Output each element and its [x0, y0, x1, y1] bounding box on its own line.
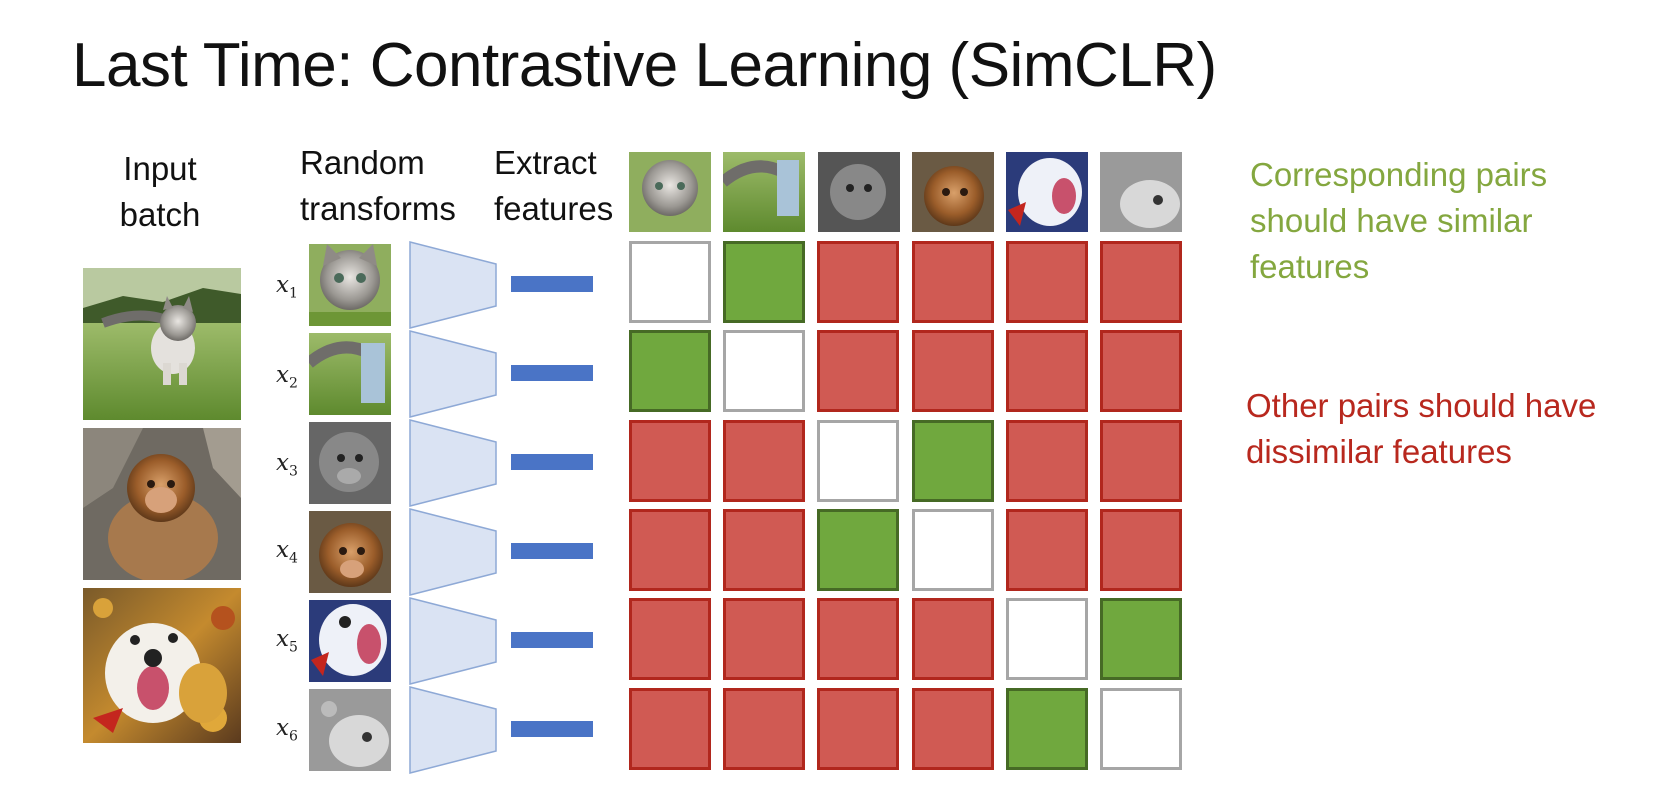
- feature-bar-x2: [511, 365, 593, 381]
- matrix-cell-neg-r6-c1: [629, 688, 711, 770]
- matrix-cell-self-r1-c1: [629, 241, 711, 323]
- row-label-x4: x4: [276, 537, 298, 567]
- matrix-cell-neg-r2-c4: [912, 330, 994, 412]
- matrix-cell-neg-r3-c1: [629, 420, 711, 502]
- matrix-cell-self-r5-c5: [1006, 598, 1088, 680]
- matrix-cell-neg-r3-c6: [1100, 420, 1182, 502]
- crop-x1-cat-face: [309, 244, 391, 326]
- matrix-cell-neg-r2-c6: [1100, 330, 1182, 412]
- positive-pairs-note: Corresponding pairs should have similar …: [1250, 152, 1547, 290]
- positive-note-line2: should have similar: [1250, 202, 1533, 239]
- feature-bar-x4: [511, 543, 593, 559]
- matrix-cell-neg-r2-c5: [1006, 330, 1088, 412]
- matrix-cell-neg-r1-c3: [817, 241, 899, 323]
- matrix-cell-neg-r4-c1: [629, 509, 711, 591]
- negative-pairs-note: Other pairs should have dissimilar featu…: [1246, 383, 1596, 475]
- col-thumb-x3: [818, 152, 900, 232]
- extract-header-line1: Extract: [494, 144, 597, 181]
- matrix-cell-neg-r1-c5: [1006, 241, 1088, 323]
- encoder-shape-x1: [409, 241, 497, 329]
- matrix-cell-self-r3-c3: [817, 420, 899, 502]
- encoder-column: [409, 241, 497, 774]
- matrix-cell-neg-r5-c1: [629, 598, 711, 680]
- random-header-line2: transforms: [300, 190, 456, 227]
- matrix-cell-neg-r6-c2: [723, 688, 805, 770]
- feature-bar-x1: [511, 276, 593, 292]
- row-label-x3: x3: [276, 450, 298, 480]
- crop-x6-dog-gray: [309, 689, 391, 771]
- input-header-line1: Input: [123, 150, 197, 187]
- crop-x2-cat-grass: [309, 333, 391, 415]
- matrix-cell-neg-r5-c3: [817, 598, 899, 680]
- page-title: Last Time: Contrastive Learning (SimCLR): [72, 31, 1217, 100]
- matrix-cell-neg-r6-c3: [817, 688, 899, 770]
- input-batch-header: Input batch: [110, 146, 210, 238]
- matrix-cell-neg-r5-c2: [723, 598, 805, 680]
- matrix-cell-neg-r4-c5: [1006, 509, 1088, 591]
- input-image-cat: [83, 268, 241, 420]
- matrix-cell-pos-r3-c4: [912, 420, 994, 502]
- feature-bar-x6: [511, 721, 593, 737]
- matrix-cell-neg-r1-c4: [912, 241, 994, 323]
- input-header-line2: batch: [119, 196, 201, 233]
- col-thumb-x5: [1006, 152, 1088, 232]
- matrix-cell-neg-r6-c4: [912, 688, 994, 770]
- matrix-cell-neg-r3-c5: [1006, 420, 1088, 502]
- matrix-cell-pos-r2-c1: [629, 330, 711, 412]
- matrix-cell-self-r6-c6: [1100, 688, 1182, 770]
- encoder-shape-x4: [409, 508, 497, 596]
- feature-bar-x3: [511, 454, 593, 470]
- row-label-x1: x1: [276, 272, 298, 302]
- encoder-shape-x6: [409, 686, 497, 774]
- encoder-shape-x3: [409, 419, 497, 507]
- col-thumb-x2: [723, 152, 805, 232]
- extract-features-header: Extract features: [494, 140, 613, 232]
- matrix-cell-pos-r5-c6: [1100, 598, 1182, 680]
- positive-note-line3: features: [1250, 248, 1370, 285]
- col-thumb-x1: [629, 152, 711, 232]
- matrix-cell-self-r2-c2: [723, 330, 805, 412]
- negative-note-line2: dissimilar features: [1246, 433, 1512, 470]
- matrix-cell-neg-r4-c6: [1100, 509, 1182, 591]
- row-label-x5: x5: [276, 626, 298, 656]
- positive-note-line1: Corresponding pairs: [1250, 156, 1548, 193]
- matrix-cell-neg-r3-c2: [723, 420, 805, 502]
- matrix-cell-pos-r4-c3: [817, 509, 899, 591]
- crop-x3-monkey-gray: [309, 422, 391, 504]
- col-thumb-x4: [912, 152, 994, 232]
- matrix-cell-neg-r1-c6: [1100, 241, 1182, 323]
- encoder-shape-x2: [409, 330, 497, 418]
- row-label-x6: x6: [276, 715, 298, 745]
- input-image-dog: [83, 588, 241, 743]
- feature-bar-x5: [511, 632, 593, 648]
- matrix-cell-neg-r5-c4: [912, 598, 994, 680]
- input-image-monkey: [83, 428, 241, 580]
- encoder-shape-x5: [409, 597, 497, 685]
- matrix-cell-neg-r2-c3: [817, 330, 899, 412]
- matrix-cell-neg-r4-c2: [723, 509, 805, 591]
- matrix-cell-self-r4-c4: [912, 509, 994, 591]
- col-thumb-x6: [1100, 152, 1182, 232]
- random-transforms-header: Random transforms: [300, 140, 456, 232]
- row-label-x2: x2: [276, 362, 298, 392]
- crop-x5-dog-color: [309, 600, 391, 682]
- matrix-cell-pos-r6-c5: [1006, 688, 1088, 770]
- similarity-matrix: [629, 241, 1187, 776]
- negative-note-line1: Other pairs should have: [1246, 387, 1597, 424]
- random-header-line1: Random: [300, 144, 425, 181]
- extract-header-line2: features: [494, 190, 614, 227]
- matrix-cell-pos-r1-c2: [723, 241, 805, 323]
- crop-x4-monkey-color: [309, 511, 391, 593]
